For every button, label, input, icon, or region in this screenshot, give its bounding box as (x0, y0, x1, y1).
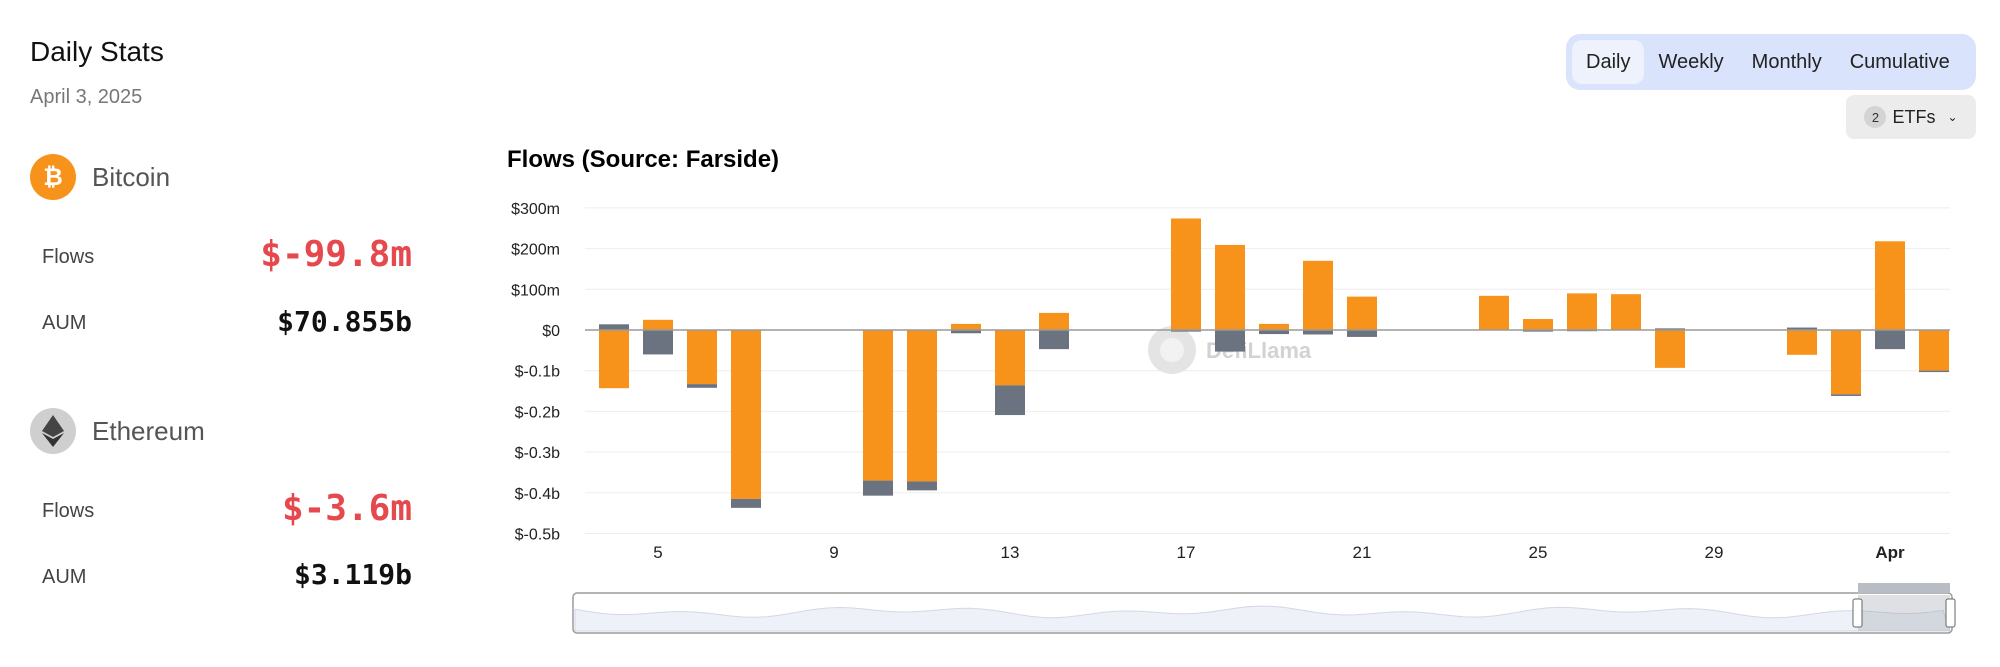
bar-bitcoin[interactable] (1215, 244, 1245, 330)
bar-ethereum[interactable] (1831, 394, 1861, 396)
y-tick-label: $-0.2b (515, 404, 560, 421)
aum-label: AUM (42, 566, 87, 588)
bar-bitcoin[interactable] (1523, 319, 1553, 330)
bar-bitcoin[interactable] (731, 330, 761, 499)
bar-bitcoin[interactable] (1171, 218, 1201, 330)
y-tick-label: $-0.5b (515, 527, 560, 544)
bar-bitcoin[interactable] (1875, 241, 1905, 330)
x-tick-label: 9 (829, 543, 838, 562)
ethereum-flows-value: $-3.6m (281, 488, 412, 529)
flows-label: Flows (42, 500, 95, 522)
period-toggle: Daily Weekly Monthly Cumulative (1566, 34, 1976, 90)
x-tick-label: 13 (1001, 543, 1020, 562)
y-tick-label: $0 (542, 323, 560, 340)
y-tick-label: $200m (511, 242, 560, 259)
bar-bitcoin[interactable] (1259, 323, 1289, 330)
svg-text:₿: ₿ (43, 164, 63, 191)
bar-bitcoin[interactable] (907, 330, 937, 482)
x-tick-label: 21 (1353, 543, 1372, 562)
bar-bitcoin[interactable] (1655, 330, 1685, 368)
bar-ethereum[interactable] (1523, 330, 1553, 332)
chart-title: Flows (Source: Farside) (507, 146, 780, 173)
bar-bitcoin[interactable] (951, 323, 981, 330)
bar-ethereum[interactable] (907, 481, 937, 491)
asset-name: Ethereum (92, 415, 205, 446)
tab-daily[interactable]: Daily (1572, 40, 1645, 84)
bar-bitcoin[interactable] (1831, 330, 1861, 395)
bitcoin-flows-value: $-99.8m (260, 234, 412, 275)
stats-date: April 3, 2025 (30, 86, 143, 108)
flows-label: Flows (42, 246, 95, 268)
bar-ethereum[interactable] (731, 498, 761, 508)
zoom-right-handle[interactable] (1945, 598, 1956, 628)
tab-cumulative[interactable]: Cumulative (1849, 51, 1950, 73)
bar-ethereum[interactable] (1039, 330, 1069, 350)
ethereum-icon (30, 408, 76, 454)
x-tick-label: 29 (1705, 543, 1724, 562)
y-tick-label: $300m (511, 201, 560, 218)
y-tick-label: $-0.3b (515, 445, 560, 462)
bar-bitcoin[interactable] (1787, 330, 1817, 355)
x-tick-label: 17 (1177, 543, 1196, 562)
x-tick-label: 5 (653, 543, 662, 562)
bar-bitcoin[interactable] (1039, 312, 1069, 330)
bar-bitcoin[interactable] (643, 319, 673, 330)
bar-ethereum[interactable] (1787, 327, 1817, 330)
bar-ethereum[interactable] (1347, 330, 1377, 337)
bar-bitcoin[interactable] (1567, 293, 1597, 330)
bar-bitcoin[interactable] (1919, 330, 1949, 371)
etf-filter-button[interactable]: 2 ETFs ⌄ (1846, 95, 1976, 139)
bar-bitcoin[interactable] (599, 330, 629, 389)
chevron-down-icon: ⌄ (1947, 110, 1958, 124)
etf-filter-label: ETFs (1892, 106, 1936, 127)
bar-ethereum[interactable] (687, 384, 717, 388)
bar-bitcoin[interactable] (687, 330, 717, 385)
bar-ethereum[interactable] (951, 330, 981, 334)
bar-bitcoin[interactable] (863, 330, 893, 481)
bar-bitcoin[interactable] (1303, 260, 1333, 330)
zoom-window[interactable] (1858, 595, 1950, 631)
bar-ethereum[interactable] (995, 385, 1025, 416)
bar-bitcoin[interactable] (1479, 295, 1509, 330)
bar-ethereum[interactable] (1303, 330, 1333, 335)
bar-ethereum[interactable] (863, 480, 893, 496)
bar-ethereum[interactable] (1215, 330, 1245, 352)
zoom-drag-handle[interactable] (1858, 583, 1950, 593)
y-tick-label: $100m (511, 282, 560, 299)
bar-bitcoin[interactable] (1347, 296, 1377, 330)
page-title: Daily Stats (30, 36, 164, 67)
bar-ethereum[interactable] (1655, 328, 1685, 330)
asset-name: Bitcoin (92, 161, 171, 192)
bar-ethereum[interactable] (1875, 330, 1905, 350)
bar-ethereum[interactable] (1919, 370, 1949, 373)
bar-ethereum[interactable] (599, 324, 629, 330)
zoom-left-handle[interactable] (1852, 598, 1863, 628)
aum-label: AUM (42, 312, 87, 334)
tab-weekly[interactable]: Weekly (1658, 51, 1724, 73)
y-tick-label: $-0.1b (515, 364, 560, 381)
etf-count-badge: 2 (1864, 106, 1887, 128)
bitcoin-aum-value: $70.855b (277, 305, 412, 338)
bitcoin-icon: ₿ (30, 154, 76, 200)
bar-ethereum[interactable] (1259, 330, 1289, 335)
bar-bitcoin[interactable] (995, 330, 1025, 386)
zoom-slider[interactable] (572, 583, 1956, 634)
x-tick-label: 25 (1529, 543, 1548, 562)
x-tick-label: Apr (1875, 543, 1905, 562)
tab-monthly[interactable]: Monthly (1751, 51, 1822, 73)
y-tick-label: $-0.4b (515, 486, 560, 503)
asset-ethereum: Ethereum (30, 408, 205, 454)
asset-bitcoin: ₿ Bitcoin (30, 154, 170, 200)
bar-bitcoin[interactable] (1611, 294, 1641, 330)
bar-ethereum[interactable] (643, 330, 673, 355)
ethereum-aum-value: $3.119b (293, 558, 412, 591)
bar-ethereum[interactable] (1171, 330, 1201, 332)
